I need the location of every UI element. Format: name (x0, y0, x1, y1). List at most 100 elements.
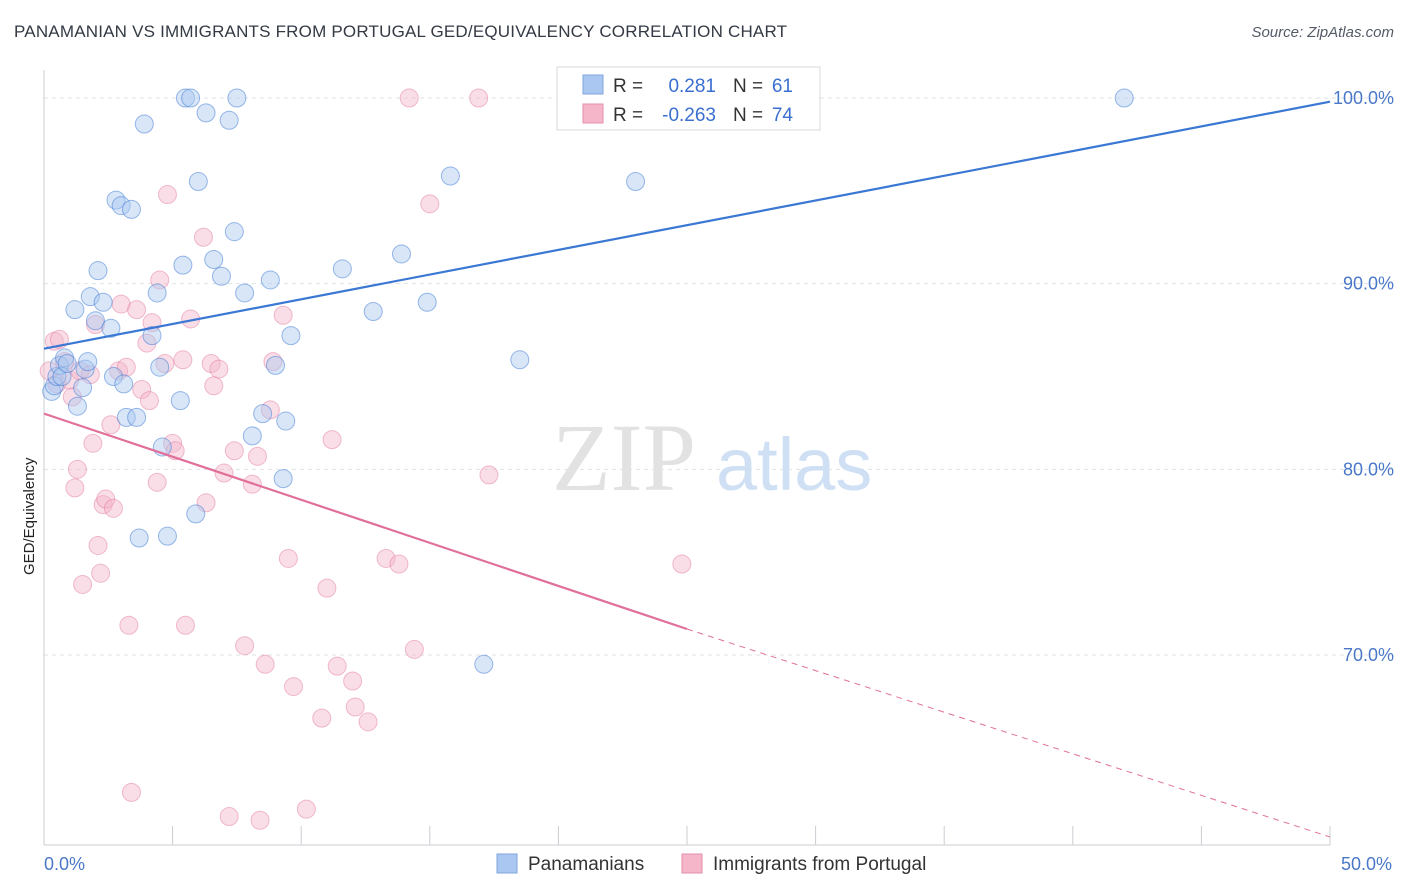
point-panamanian-36 (188, 172, 208, 192)
point-portugal-70 (469, 88, 489, 108)
point-panamanian-38 (204, 250, 224, 270)
point-panamanian-47 (265, 355, 285, 375)
point-panamanian-45 (253, 404, 273, 424)
legend-swatch-blue (582, 74, 604, 95)
point-panamanian-16 (101, 318, 121, 338)
x-tick-label-max: 50.0% (1341, 854, 1392, 874)
point-panamanian-9 (73, 378, 93, 398)
point-panamanian-15 (93, 292, 113, 312)
point-portugal-72 (672, 554, 692, 574)
point-panamanian-34 (181, 88, 201, 108)
point-portugal-39 (193, 227, 213, 247)
point-panamanian-50 (281, 326, 301, 346)
point-panamanian-57 (510, 350, 530, 370)
y-tick-label-70: 70.0% (1343, 645, 1394, 665)
point-portugal-42 (204, 376, 224, 396)
point-portugal-15 (91, 563, 111, 583)
legend-n-value-2: 74 (772, 105, 794, 126)
point-panamanian-23 (127, 407, 147, 427)
point-panamanian-8 (67, 396, 87, 416)
point-panamanian-2 (47, 367, 67, 386)
point-panamanian-49 (276, 411, 296, 431)
point-portugal-0 (39, 361, 59, 381)
point-panamanian-7 (65, 300, 85, 320)
point-portugal-64 (358, 712, 378, 732)
series-panamanians-points (42, 88, 1134, 674)
y-tick-label-90: 90.0% (1343, 274, 1394, 294)
point-portugal-67 (399, 88, 419, 108)
point-portugal-36 (173, 350, 193, 370)
legend-n-label-2: N = (733, 105, 763, 126)
point-panamanian-58 (626, 172, 646, 192)
trend-line-portugal-extension (686, 628, 1331, 838)
point-portugal-60 (322, 430, 342, 450)
point-portugal-59 (317, 578, 337, 598)
point-panamanian-28 (150, 357, 170, 377)
point-panamanian-51 (332, 259, 352, 279)
y-tick-label-80: 80.0% (1343, 459, 1394, 479)
point-portugal-65 (376, 548, 396, 568)
point-portugal-47 (235, 636, 255, 656)
point-panamanian-18 (106, 190, 126, 210)
point-portugal-43 (209, 359, 229, 379)
point-panamanian-11 (78, 352, 98, 372)
point-panamanian-21 (116, 407, 136, 427)
point-portugal-69 (420, 194, 440, 214)
point-portugal-7 (65, 478, 85, 498)
point-portugal-37 (175, 615, 195, 635)
point-portugal-61 (327, 656, 347, 676)
legend-r-value-1: 0.281 (668, 76, 716, 97)
gridlines (44, 97, 1392, 656)
point-portugal-33 (157, 185, 177, 205)
series-portugal-points (39, 88, 736, 830)
point-portugal-19 (103, 498, 123, 518)
watermark-atlas: atlas (716, 423, 872, 506)
legend-r-label-1: R = (613, 76, 643, 97)
point-panamanian-46 (260, 270, 280, 290)
y-axis-label: GED/Equivalency (21, 457, 38, 575)
point-portugal-23 (119, 615, 139, 635)
trend-line-panamanians (43, 100, 1331, 350)
point-panamanian-14 (88, 261, 108, 281)
point-portugal-12 (83, 433, 103, 453)
point-portugal-22 (116, 357, 136, 377)
point-panamanian-19 (111, 196, 131, 216)
point-panamanian-12 (80, 287, 100, 307)
y-tick-label-100: 100.0% (1333, 88, 1394, 108)
point-panamanian-35 (186, 504, 206, 524)
point-portugal-68 (404, 639, 424, 659)
point-portugal-71 (479, 465, 499, 485)
point-panamanian-48 (273, 469, 293, 489)
legend: R = 0.281 N = 61 R = -0.263 N = 74 (556, 66, 821, 131)
point-portugal-58 (312, 708, 332, 728)
bottom-legend-swatch-blue (496, 853, 518, 874)
chart-title: PANAMANIAN VS IMMIGRANTS FROM PORTUGAL G… (14, 22, 788, 41)
point-panamanian-53 (392, 244, 412, 264)
point-portugal-32 (155, 354, 175, 374)
point-panamanian-13 (85, 311, 105, 331)
point-portugal-49 (247, 446, 267, 466)
point-panamanian-31 (170, 391, 190, 411)
x-tick-label-min: 0.0% (44, 854, 85, 874)
point-portugal-66 (389, 554, 409, 574)
point-panamanian-26 (142, 326, 162, 346)
point-portugal-55 (278, 548, 298, 568)
legend-r-label-2: R = (613, 105, 643, 126)
point-panamanian-41 (224, 222, 244, 242)
point-panamanian-17 (103, 367, 123, 386)
point-panamanian-55 (440, 166, 460, 186)
point-panamanian-33 (175, 88, 195, 108)
point-portugal-45 (219, 807, 239, 827)
legend-swatch-pink (582, 103, 604, 124)
point-portugal-56 (283, 677, 303, 697)
point-portugal-17 (96, 489, 116, 509)
x-ticks (43, 826, 1331, 845)
point-panamanian-24 (129, 528, 149, 548)
bottom-legend-label-1: Panamanians (528, 854, 644, 875)
legend-n-label-1: N = (733, 76, 763, 97)
point-portugal-14 (88, 535, 108, 555)
point-portugal-41 (201, 354, 221, 374)
bottom-legend-swatch-pink (681, 853, 703, 874)
point-portugal-54 (273, 305, 293, 325)
